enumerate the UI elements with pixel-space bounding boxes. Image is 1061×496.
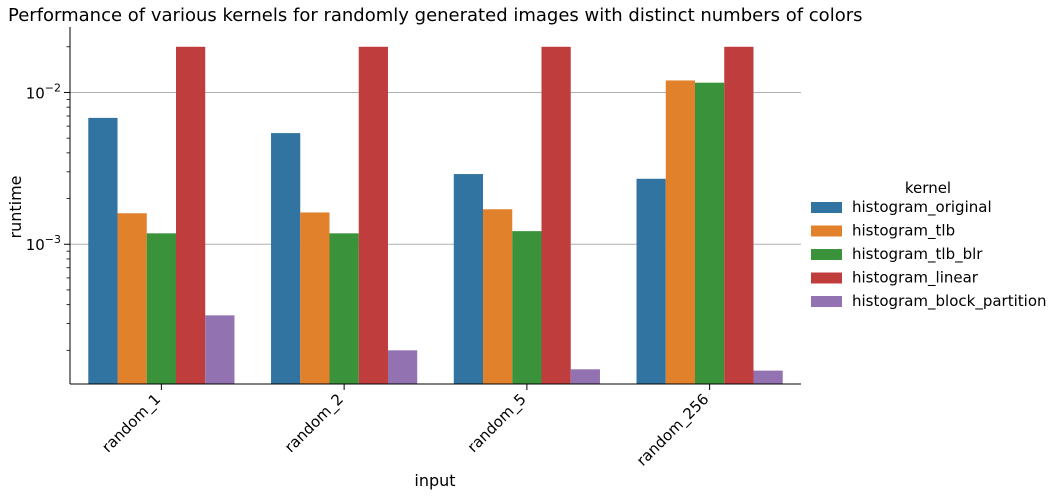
bar-histogram_block_partition-random_1 — [205, 315, 235, 384]
legend-label-histogram_tlb_blr: histogram_tlb_blr — [852, 245, 983, 264]
bar-histogram_tlb-random_2 — [300, 212, 330, 384]
legend-swatch-histogram_tlb_blr — [811, 249, 842, 260]
legend-swatch-histogram_block_partition — [811, 296, 842, 307]
x-tick-label-random_2: random_2 — [281, 390, 348, 457]
legend-swatch-histogram_tlb — [811, 225, 842, 237]
y-tick-label-1: 10−2 — [26, 81, 61, 102]
y-tick-label-0: 10−3 — [26, 233, 61, 254]
legend-label-histogram_original: histogram_original — [852, 198, 992, 217]
bar-histogram_original-random_2 — [271, 133, 301, 384]
legend: kernel histogram_original histogram_tlbhi… — [811, 179, 1047, 311]
legend-label-histogram_tlb: histogram_tlb — [852, 222, 955, 241]
y-ticks: 10−3 10−2 — [26, 46, 70, 351]
bar-histogram_tlb-random_256 — [665, 80, 696, 385]
axes — [69, 27, 801, 385]
bar-histogram_original-random_1 — [88, 117, 118, 384]
bar-histogram_linear-random_1 — [175, 46, 206, 384]
legend-label-histogram_linear: histogram_linear — [852, 269, 979, 288]
bar-histogram_linear-random_5 — [541, 46, 571, 384]
bar-histogram_original-random_256 — [636, 178, 666, 384]
chart-title: Performance of various kernels for rando… — [8, 5, 862, 26]
bar-histogram_linear-random_256 — [724, 46, 754, 384]
bars — [88, 46, 783, 385]
bar-histogram_linear-random_2 — [358, 46, 388, 384]
bar-histogram_tlb_blr-random_5 — [512, 231, 542, 384]
bar-histogram_block_partition-random_5 — [570, 369, 600, 384]
bar-histogram_tlb-random_1 — [117, 213, 147, 384]
x-tick-label-random_256: random_256 — [633, 390, 713, 470]
y-axis-label: runtime — [6, 175, 25, 238]
bar-histogram_tlb-random_5 — [483, 209, 513, 384]
x-axis-label: input — [414, 471, 455, 490]
bar-histogram_block_partition-random_2 — [387, 350, 418, 384]
legend-label-histogram_block_partition: histogram_block_partition — [852, 292, 1047, 311]
legend-swatch-histogram_linear — [811, 272, 842, 284]
bar-histogram_block_partition-random_256 — [753, 370, 783, 384]
x-tick-label-random_1: random_1 — [98, 390, 165, 457]
legend-title: kernel — [905, 179, 951, 197]
bar-histogram_tlb_blr-random_1 — [146, 233, 176, 384]
bar-histogram_original-random_5 — [453, 174, 484, 384]
x-tick-label-random_5: random_5 — [464, 390, 531, 457]
bar-histogram_tlb_blr-random_256 — [695, 82, 725, 384]
bar-histogram_tlb_blr-random_2 — [329, 233, 359, 384]
legend-swatch-histogram_original — [811, 202, 842, 213]
x-ticks: random_1 random_2 random_5 random_256 — [98, 384, 713, 470]
